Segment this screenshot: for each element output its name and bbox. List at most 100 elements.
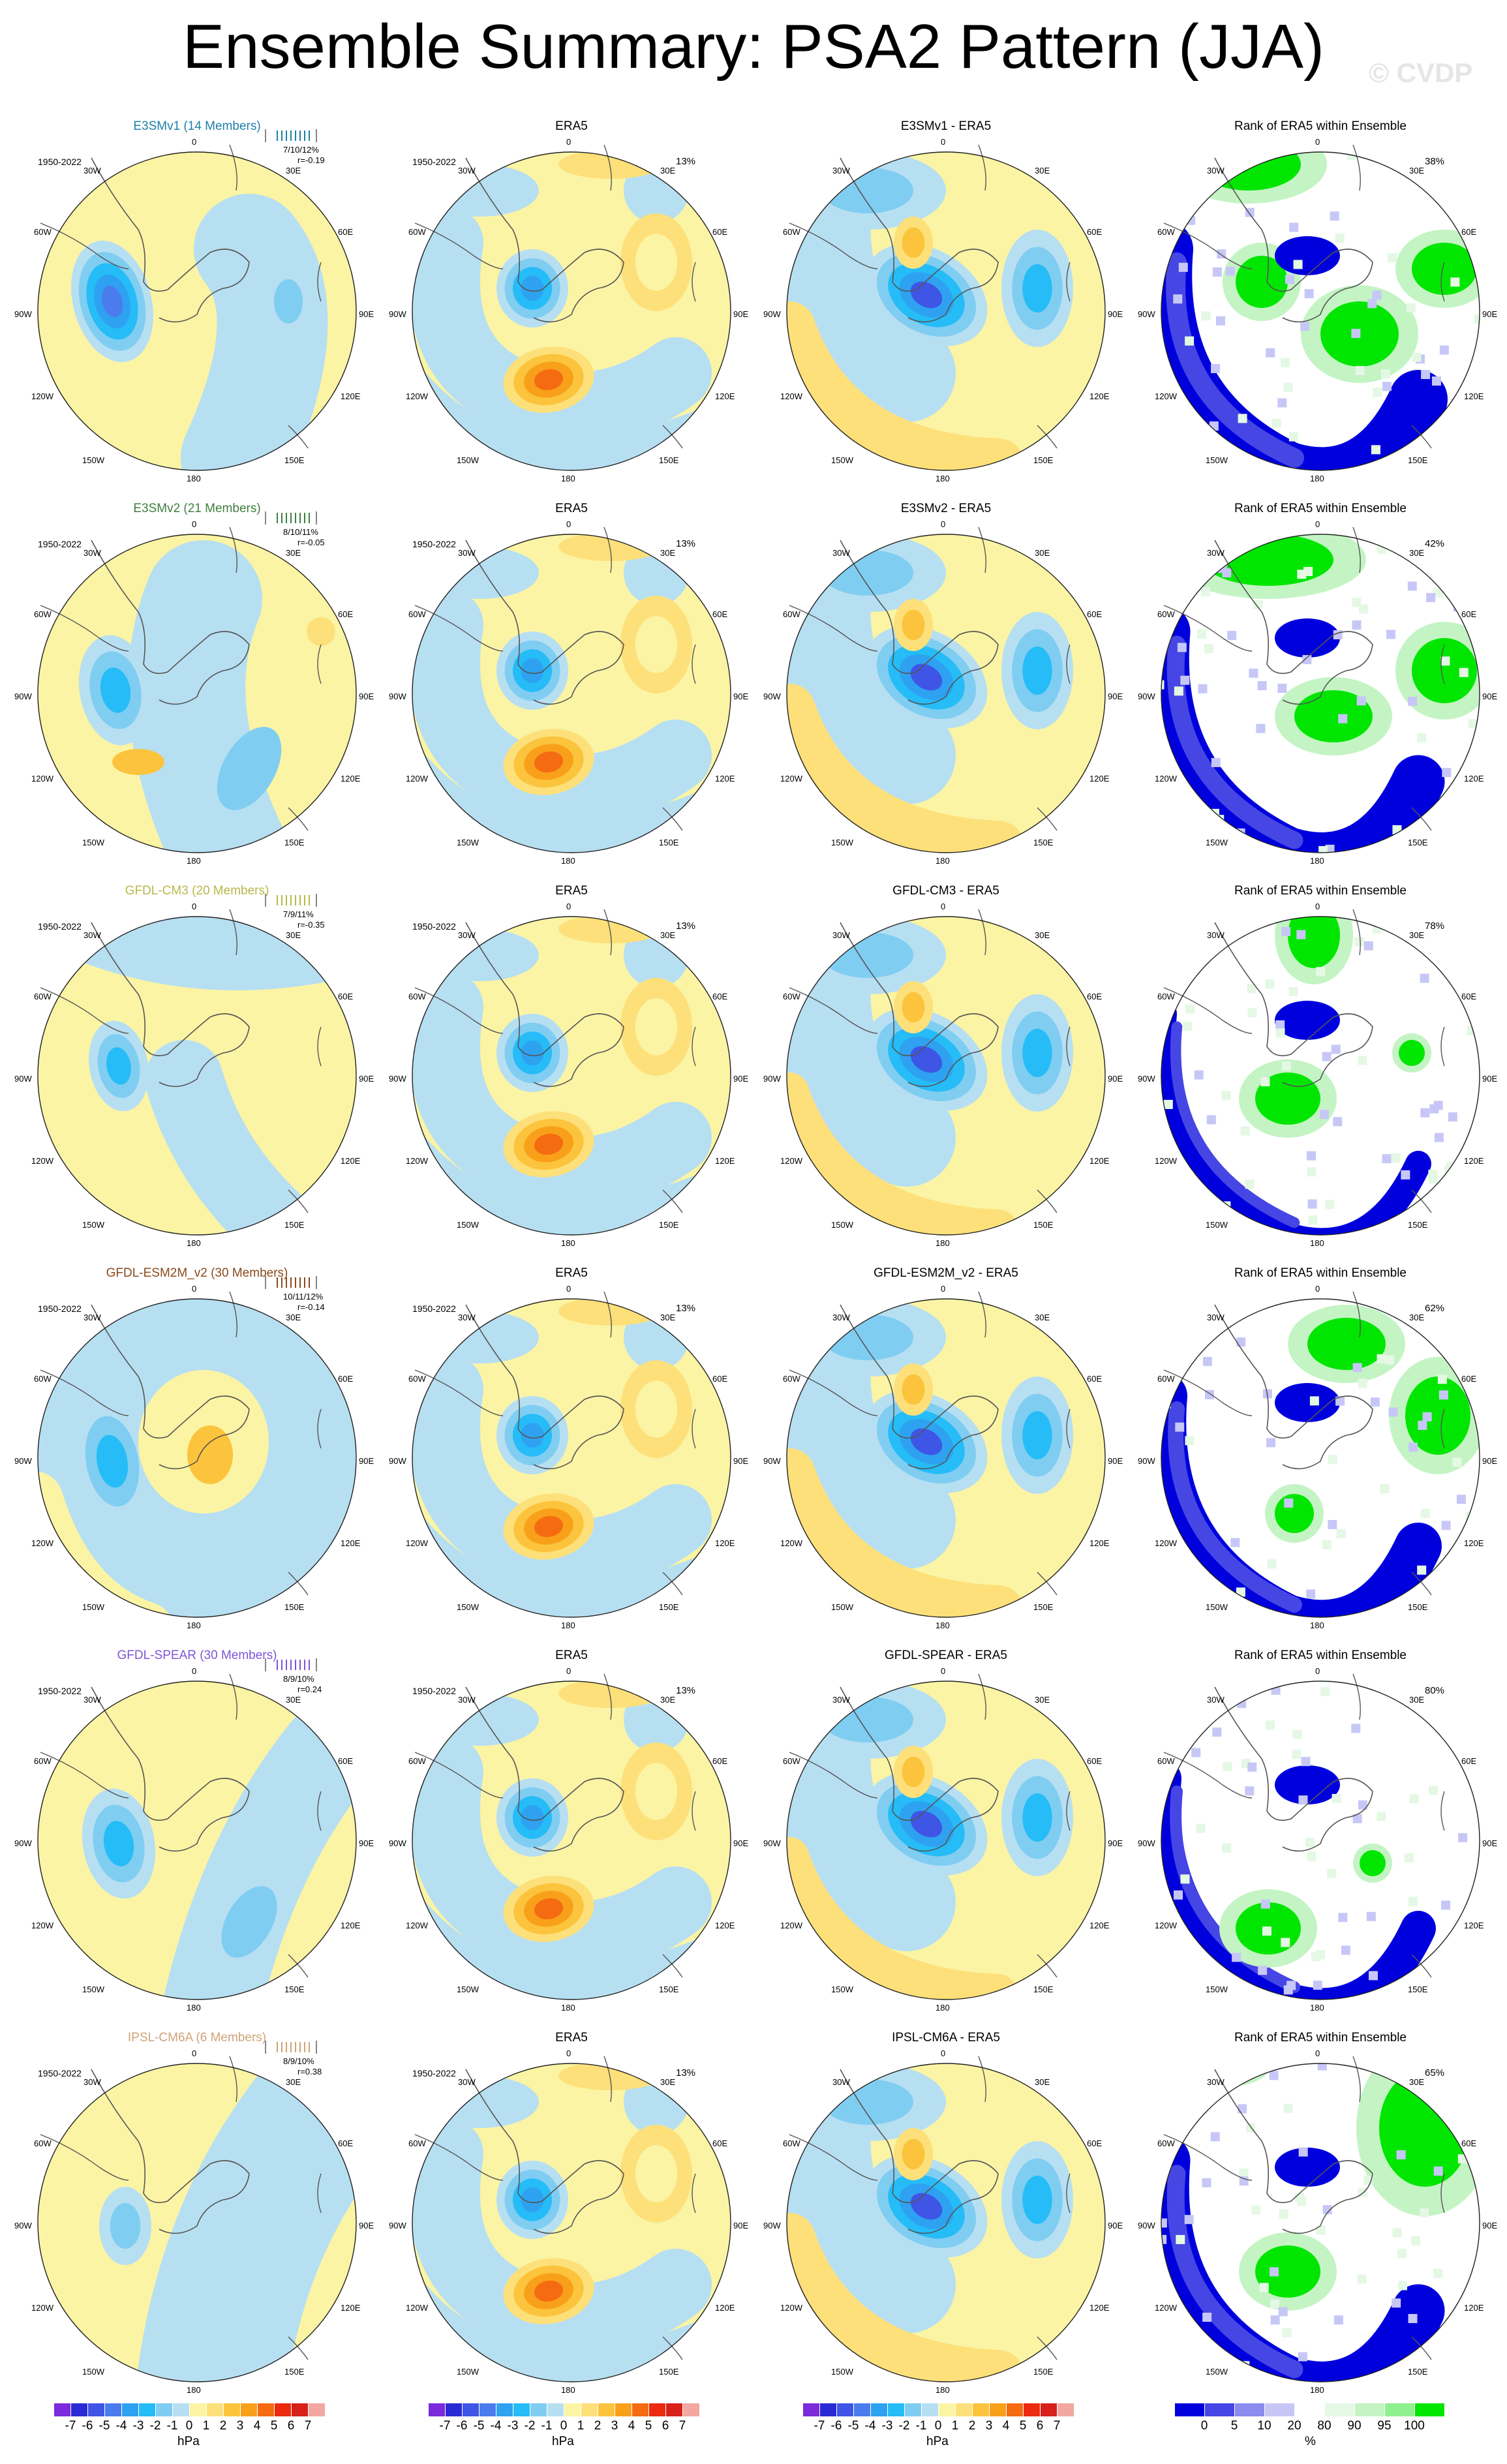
era5-title: ERA5 [555, 2031, 588, 2045]
rank-pixel [1297, 570, 1307, 579]
longitude-label-left: 90W [14, 692, 32, 701]
positive-center [558, 2063, 663, 2090]
low-rank-region [1275, 236, 1340, 275]
longitude-label-left: 90W [389, 309, 406, 319]
rank-pixel [1265, 979, 1275, 989]
longitude-label-upper_right: 60E [1461, 2138, 1477, 2148]
coastline [1352, 1673, 1445, 1978]
longitude-label-top: 0 [1315, 2048, 1320, 2058]
rank-pixel [1222, 1843, 1232, 1853]
colorbar-tick-label: 1 [951, 2419, 959, 2433]
colorbar-tick-label: 5 [1019, 2419, 1027, 2433]
colorbar-tick-label: -4 [115, 2419, 127, 2433]
longitude-label-top_left: 30W [458, 1695, 476, 1705]
era5-title: ERA5 [555, 884, 588, 898]
period-label: 1950-2022 [38, 539, 82, 549]
rank-pixel [1428, 932, 1438, 942]
longitude-label-lower_left: 120W [31, 391, 53, 401]
polar-map [786, 909, 1106, 1236]
rank-pixel [1396, 2371, 1406, 2380]
longitude-label-bottom: 180 [936, 1620, 950, 1630]
longitude-label-upper_left: 60W [408, 609, 426, 619]
colorbar-box [104, 2403, 121, 2416]
rank-pixel [1363, 941, 1373, 951]
era5-title: ERA5 [555, 119, 588, 133]
rank-pixel [1335, 234, 1345, 243]
longitude-label-right: 90E [1108, 309, 1123, 319]
colorbar-box [445, 2403, 462, 2416]
rank-pixel [1270, 2315, 1280, 2325]
member-tick [290, 1277, 292, 1288]
rank-pixel [1447, 1617, 1456, 1626]
rank-pixel [1422, 1412, 1432, 1422]
longitude-label-right: 90E [733, 1074, 749, 1084]
colorbar-box [172, 2403, 189, 2416]
coastline [229, 909, 322, 1213]
period-label: 1950-2022 [38, 1686, 82, 1696]
rank-pixel [1442, 768, 1452, 778]
rank-pixel [1406, 303, 1416, 312]
map-border [786, 1681, 1106, 2000]
longitude-label-upper_left: 60W [783, 992, 800, 1001]
colorbar-tick-label: -6 [82, 2419, 93, 2433]
coastline [840, 540, 999, 705]
rank-pixel [1474, 1970, 1480, 1980]
negative-center-level [101, 285, 123, 318]
map-border [1161, 1298, 1480, 1618]
colorbar-box [291, 2403, 308, 2416]
colorbar-box [1006, 2403, 1023, 2416]
era5-pattern-panel: ERA5 1950-2022 13% 0 30W 30E 60W 60E 90W 90E 120W 1… [389, 883, 754, 1255]
rank-pixel [1153, 2382, 1163, 2392]
map-field [412, 534, 731, 853]
colorbar-tick-label: -6 [456, 2419, 468, 2433]
negative-center [71, 240, 153, 363]
rank-pixel [1247, 1762, 1257, 1772]
member-tick [299, 513, 301, 523]
negative-region [421, 1694, 539, 1746]
member-tick [304, 895, 305, 905]
colorbar-tick-label: 4 [253, 2419, 261, 2433]
member-tick [299, 895, 301, 905]
colorbar-tick-label: -3 [132, 2419, 144, 2433]
map-border [37, 151, 357, 471]
longitude-label-lower_right: 120E [1089, 1156, 1110, 1166]
longitude-label-upper_left: 60W [34, 227, 52, 237]
rank-pixel [1269, 2071, 1279, 2080]
rank-pixel [1449, 536, 1459, 545]
low-rank-band [1170, 1021, 1300, 1228]
rank-pixel [1282, 2328, 1292, 2337]
longitude-label-top_left: 30W [1207, 2077, 1225, 2087]
positive-center-level [902, 609, 925, 641]
colorbar-box [530, 2403, 547, 2416]
rank-pixel [1474, 853, 1483, 862]
longitude-label-bottom_right: 150E [1408, 1985, 1428, 1994]
rank-pixel [1377, 544, 1386, 554]
rank-pixel [1169, 1201, 1179, 1211]
rank-pixel [1236, 1587, 1245, 1597]
map-border [786, 534, 1106, 853]
polar-map [786, 1673, 1106, 2000]
colorbar-tick-label: 3 [611, 2419, 618, 2433]
colorbar-box [479, 2403, 496, 2416]
map-border [412, 1681, 731, 2000]
rank-pixel [1178, 262, 1188, 272]
rank-pixel [1266, 348, 1275, 357]
rank-pixel [1332, 1793, 1341, 1803]
longitude-label-bottom: 180 [561, 1238, 575, 1248]
longitude-label-top_right: 30E [286, 930, 301, 940]
coastline [40, 222, 129, 269]
negative-center-level [1022, 646, 1052, 695]
rank-pixel [1256, 1611, 1266, 1617]
member-tick [277, 2042, 278, 2052]
negative-region [789, 1681, 946, 1759]
polar-map [412, 1673, 731, 2000]
negative-center [496, 249, 568, 327]
rank-pixel [1468, 1524, 1478, 1534]
rank-pixel [1397, 2281, 1407, 2290]
colorbar-box [70, 2403, 87, 2416]
positive-center-level [534, 751, 564, 773]
positive-center-level [534, 1898, 564, 1920]
longitude-label-upper_right: 60E [1461, 609, 1477, 619]
longitude-label-bottom: 180 [187, 2385, 201, 2395]
rank-pixel [1333, 2315, 1343, 2325]
